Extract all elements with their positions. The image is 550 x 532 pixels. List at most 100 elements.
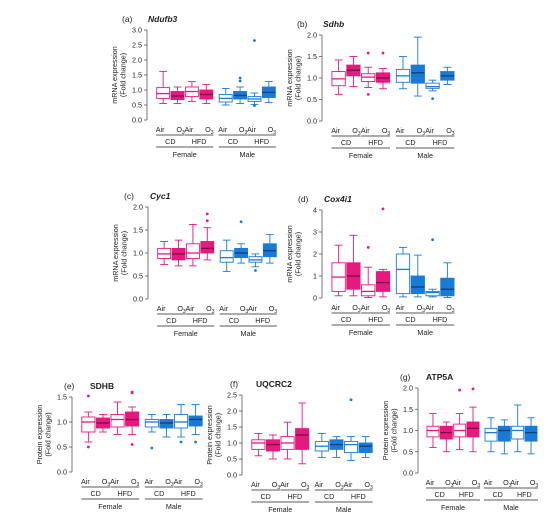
exposure-label-sub: 3 (477, 483, 480, 489)
exposure-label: Air (425, 303, 434, 312)
exposure-label: Air (174, 477, 183, 486)
panel-title: Ndufb3 (148, 14, 178, 24)
y-tick-label: 1.5 (57, 393, 67, 402)
exposure-label: Air (186, 304, 195, 313)
y-tick-label: 0 (313, 294, 317, 303)
box-2 (171, 239, 186, 267)
exposure-label-base: O (503, 478, 509, 487)
exposure-label: O3 (530, 478, 539, 489)
y-axis-label-line: mRNA expression (111, 224, 120, 282)
outlier-point (194, 440, 198, 444)
y-tick-label: 1.5 (227, 423, 237, 432)
box-5 (395, 246, 411, 298)
box-body (358, 442, 373, 454)
exposure-label-sub: 3 (422, 131, 425, 137)
panel-g: (g) ATP5A 0.0 0.5 1.0 1.5 2.0 Protein expressio… (381, 372, 538, 512)
y-axis-label-line: (Fold change) (119, 53, 128, 97)
exposure-label-base: O (382, 303, 388, 312)
exposure-label: Air (156, 125, 165, 134)
y-tick-label: 1.0 (307, 74, 317, 83)
exposure-label-base: O (530, 478, 536, 487)
y-tick-label: 2.5 (132, 41, 142, 50)
exposure-label: Air (425, 126, 434, 135)
exposure-label: O3 (335, 480, 344, 491)
box-body (466, 421, 480, 438)
box-body (144, 419, 159, 428)
box-1 (251, 432, 266, 457)
outlier-point (431, 238, 434, 242)
box-6 (233, 76, 248, 104)
outlier-point (381, 51, 385, 55)
diet-label: HFD (433, 315, 448, 324)
box-body (361, 284, 376, 297)
panel-letter: (f) (230, 379, 238, 389)
exposure-label: O3 (165, 477, 174, 488)
diet-label: HFD (517, 490, 532, 499)
panel-title: SDHB (90, 381, 114, 391)
box-3 (185, 224, 200, 267)
box-body (425, 82, 440, 89)
exposure-label: Air (396, 303, 405, 312)
exposure-label-sub: 3 (107, 482, 110, 488)
box-4 (375, 51, 391, 90)
exposure-label: Air (81, 477, 90, 486)
outlier-point (431, 97, 434, 101)
sex-label: Male (336, 505, 352, 514)
diet-label: CD (405, 315, 415, 324)
exposure-label: O3 (364, 480, 373, 491)
box-3 (280, 421, 295, 460)
exposure-label-base: O (131, 477, 137, 486)
outlier-point (86, 394, 90, 398)
box-8 (188, 404, 203, 444)
exposure-label: Air (510, 478, 519, 487)
diet-label: HFD (192, 137, 207, 146)
outlier-point (253, 39, 256, 42)
y-axis-label-line: (Fold change) (214, 413, 223, 457)
exposure-label: Air (219, 304, 228, 313)
y-axis-label-line: (Fold change) (390, 408, 399, 452)
exposure-label: O3 (472, 478, 481, 489)
diet-label: CD (229, 316, 239, 325)
outlier-point (471, 387, 475, 391)
y-tick-label: 2.0 (307, 31, 317, 40)
box-body (81, 416, 96, 433)
exposure-label-base: O (272, 480, 278, 489)
sex-label: Female (268, 505, 292, 514)
box-body (511, 425, 525, 440)
diet-label: HFD (351, 492, 366, 501)
y-tick-label: 2.0 (133, 203, 143, 212)
box-1 (331, 59, 346, 95)
exposure-label-base: O (240, 304, 246, 313)
exposure-label: Air (218, 125, 227, 134)
y-tick-label: 1.5 (403, 405, 413, 414)
sex-label: Female (174, 329, 198, 338)
exposure-label: O3 (194, 477, 203, 488)
outlier-point (366, 246, 370, 249)
exposure-label-sub: 3 (273, 130, 276, 136)
y-tick-label: 1.5 (133, 226, 143, 235)
sex-label: Male (240, 329, 256, 338)
y-tick-label: 0.0 (227, 471, 237, 480)
sex-label: Female (349, 328, 373, 337)
diet-label: HFD (254, 137, 269, 146)
diet-label: HFD (181, 489, 196, 498)
y-axis-label-line: mRNA expression (285, 49, 294, 107)
panel-letter: (c) (124, 191, 134, 201)
box-2 (95, 414, 111, 433)
exposure-label: Air (110, 477, 119, 486)
panel-title: ATP5A (426, 372, 453, 382)
outlier-point (239, 220, 243, 224)
exposure-label: O3 (417, 126, 426, 137)
box-body (524, 425, 538, 442)
y-tick-label: 2.0 (403, 384, 413, 393)
panel-d: (d) Cox4i1 0 1 2 3 4 mRNA expression(Fold chang… (285, 194, 455, 337)
y-tick-label: 0.0 (57, 468, 67, 477)
exposure-label-sub: 3 (211, 130, 214, 136)
box-4 (295, 402, 310, 465)
y-tick-label: 0.5 (132, 101, 142, 110)
panel-letter: (a) (122, 14, 133, 24)
exposure-label: O3 (352, 303, 361, 314)
sex-label: Female (173, 150, 197, 159)
panel-title: Sdhb (323, 19, 344, 29)
box-body (410, 64, 425, 84)
